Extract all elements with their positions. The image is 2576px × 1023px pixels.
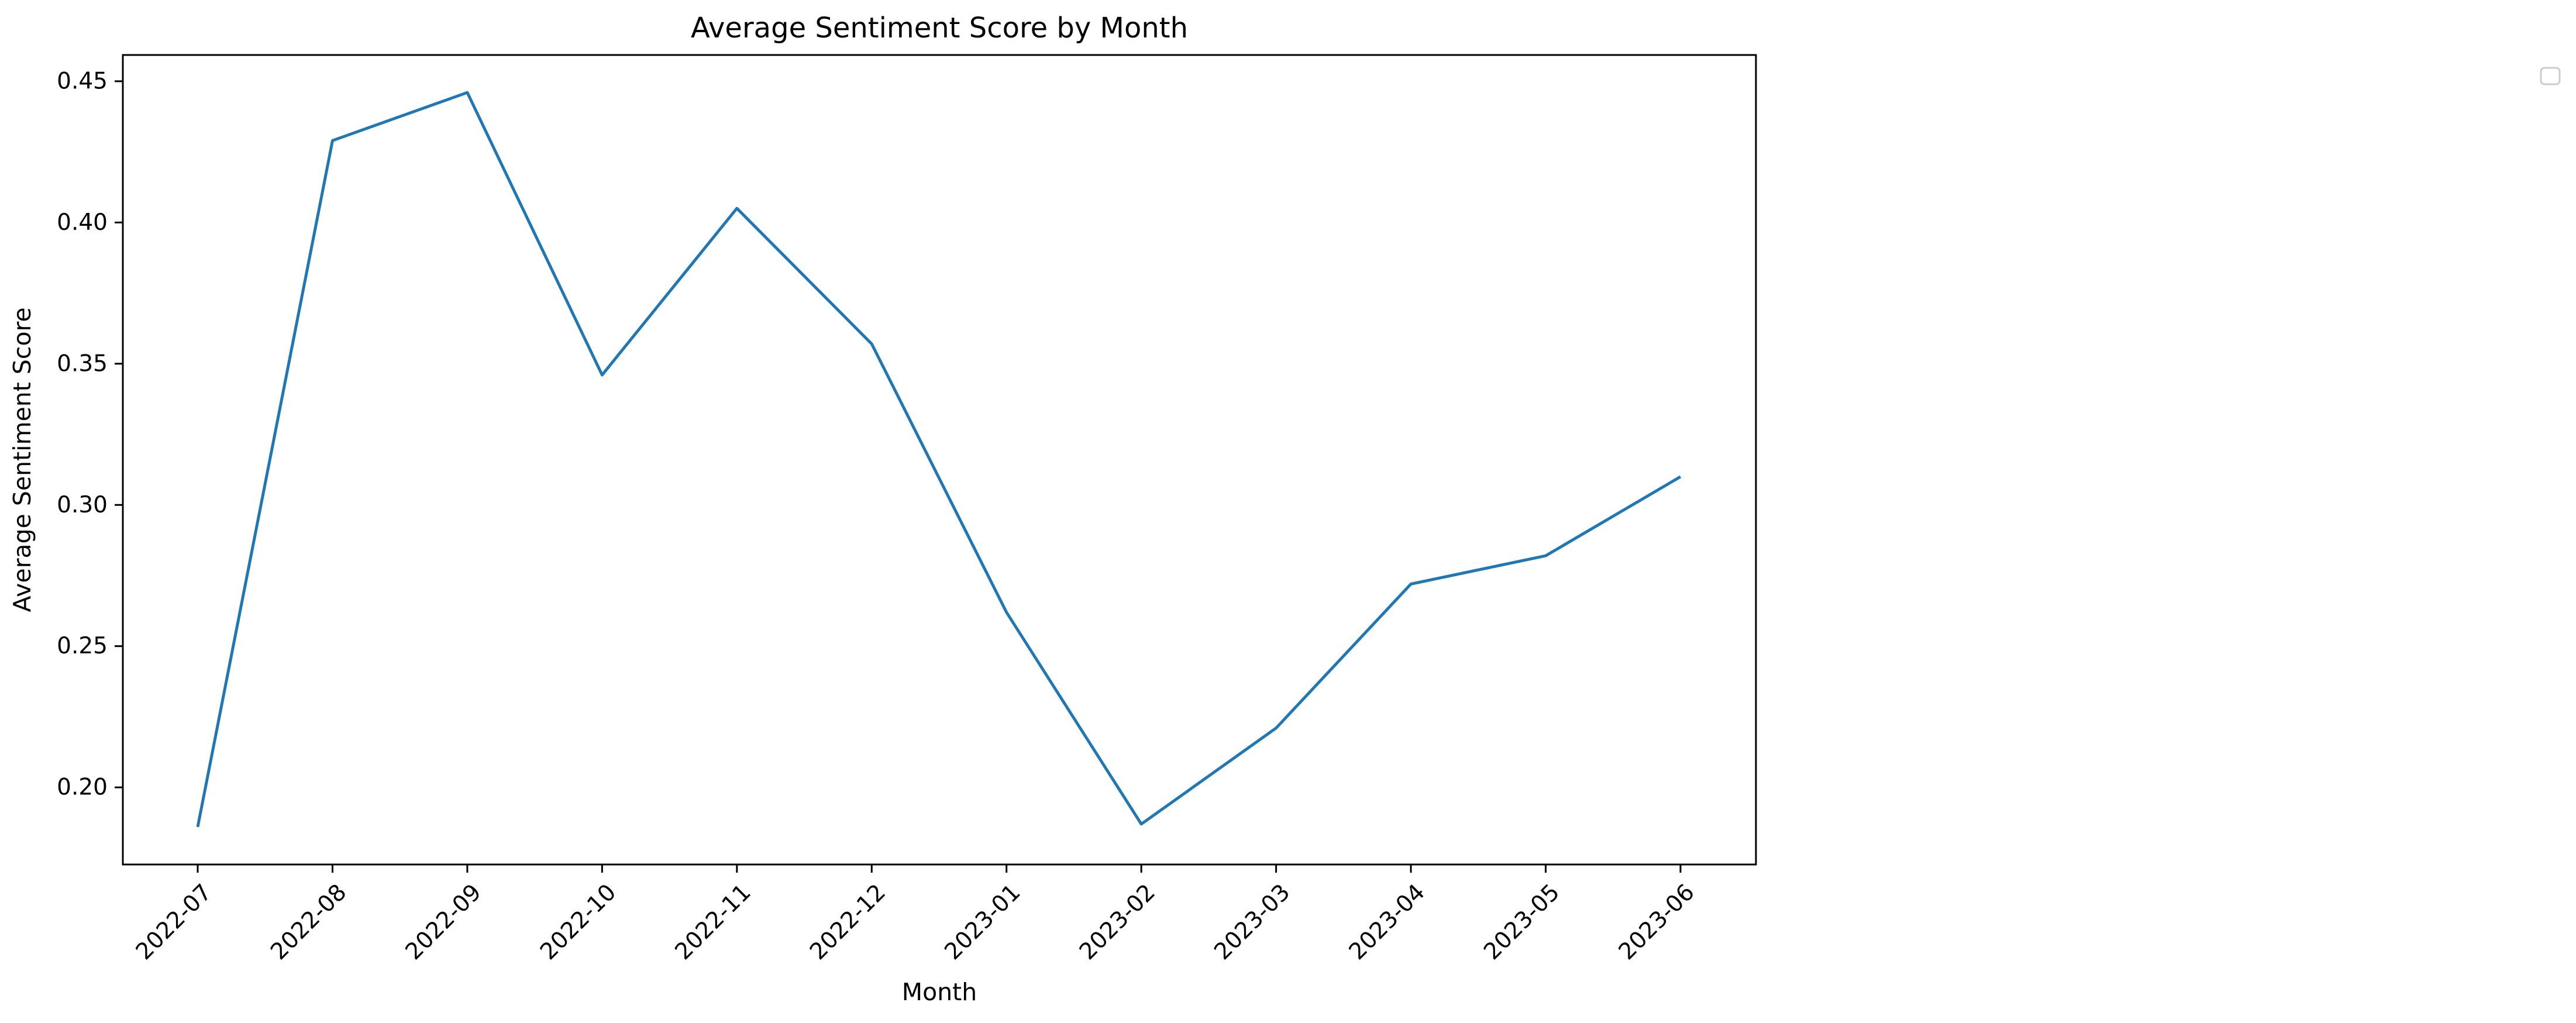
y-tick-label: 0.40 xyxy=(57,209,108,236)
series-layer xyxy=(195,90,1683,829)
data-point xyxy=(195,825,200,829)
data-point xyxy=(1408,581,1413,586)
data-point xyxy=(1004,610,1009,615)
chart-title: Average Sentiment Score by Month xyxy=(691,12,1188,44)
data-point xyxy=(600,373,604,377)
data-point xyxy=(330,138,335,143)
legend-box xyxy=(2540,67,2561,85)
y-tick-label: 0.35 xyxy=(57,350,108,377)
y-tick-label: 0.20 xyxy=(57,774,108,801)
data-point xyxy=(869,342,874,346)
data-point xyxy=(1544,553,1548,558)
y-axis: 0.20 0.25 0.30 0.35 0.40 0.45 xyxy=(57,68,123,801)
x-axis-label: Month xyxy=(902,978,977,1006)
y-tick-label: 0.30 xyxy=(57,492,108,518)
data-point xyxy=(735,206,739,211)
data-point xyxy=(465,90,470,95)
data-point xyxy=(1139,822,1144,826)
y-tick-label: 0.25 xyxy=(57,633,108,659)
plot-area-frame xyxy=(122,54,1757,866)
series-line-0 xyxy=(196,91,1682,828)
y-tick-label: 0.45 xyxy=(57,68,108,94)
data-point xyxy=(1274,726,1279,731)
y-axis-label: Average Sentiment Score xyxy=(8,307,36,612)
data-point xyxy=(1678,474,1683,479)
